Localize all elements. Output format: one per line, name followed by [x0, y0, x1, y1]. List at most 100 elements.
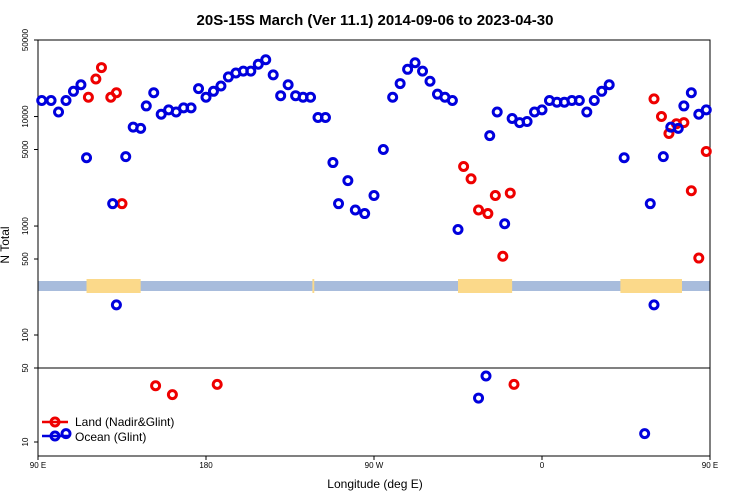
ocean-point	[148, 87, 160, 99]
ocean-point	[603, 79, 615, 91]
ocean-point	[110, 299, 122, 311]
y-tick-label: 100	[21, 328, 30, 342]
land-point	[648, 93, 660, 105]
land-point	[150, 380, 162, 392]
y-tick-label: 10000	[21, 105, 30, 128]
ocean-point	[155, 108, 167, 120]
ocean-point	[417, 65, 429, 77]
ocean-point	[67, 85, 79, 97]
ocean-point	[319, 111, 331, 123]
ocean-point	[267, 69, 279, 81]
ocean-point	[491, 106, 503, 118]
land-point	[211, 378, 223, 390]
ocean-point	[648, 299, 660, 311]
y-axis-label: N Total	[0, 226, 12, 263]
land-point	[482, 208, 494, 220]
ocean-point	[275, 90, 287, 102]
x-tick-label: 0	[540, 461, 545, 470]
ocean-point	[644, 198, 656, 210]
plot-frame	[37, 39, 711, 457]
ocean-point	[193, 83, 205, 95]
ocean-point	[394, 78, 406, 90]
ocean-band	[38, 281, 710, 291]
ocean-point	[639, 428, 651, 440]
land-band-segment	[620, 279, 682, 293]
ocean-point	[573, 95, 585, 107]
ocean-point	[402, 63, 414, 75]
ocean-point	[521, 116, 533, 128]
ocean-point	[473, 392, 485, 404]
ocean-point	[342, 175, 354, 187]
y-tick-label: 500	[21, 252, 30, 266]
ocean-point	[685, 87, 697, 99]
ocean-point	[657, 151, 669, 163]
x-tick-label: 180	[199, 461, 213, 470]
ocean-point	[36, 95, 48, 107]
land-point	[116, 198, 128, 210]
data-points	[36, 54, 712, 440]
ocean-point	[349, 204, 361, 216]
ocean-point	[588, 95, 600, 107]
ocean-point	[387, 91, 399, 103]
y-tick-label: 50000	[21, 28, 30, 51]
ocean-point	[207, 85, 219, 97]
land-point	[473, 204, 485, 216]
land-band-segment	[458, 279, 513, 293]
ocean-point	[377, 144, 389, 155]
land-band-segment	[86, 279, 141, 293]
ocean-point	[200, 91, 212, 103]
land-point	[166, 389, 178, 401]
ocean-point	[536, 104, 548, 116]
ocean-point	[480, 370, 492, 382]
land-point	[678, 117, 690, 129]
land-point	[693, 252, 705, 264]
legend-ocean-marker	[49, 430, 61, 442]
legend-land-marker	[49, 416, 61, 428]
ocean-point	[75, 79, 87, 91]
x-tick-label: 90 E	[30, 461, 46, 470]
land-point	[508, 378, 520, 390]
ocean-point	[693, 108, 705, 120]
ocean-point	[678, 100, 690, 112]
land-ocean-band	[38, 279, 710, 293]
ocean-point	[484, 130, 496, 142]
ocean-point	[596, 85, 608, 97]
ocean-point	[305, 91, 317, 103]
land-point	[458, 160, 470, 172]
x-tick-label: 90 E	[702, 461, 718, 470]
ocean-point	[45, 95, 57, 107]
land-point	[700, 145, 712, 157]
legend: Land (Nadir&Glint) Ocean (Glint)	[42, 415, 174, 444]
ocean-point	[60, 95, 72, 107]
y-tick-label: 10	[21, 437, 30, 446]
ocean-point	[446, 95, 458, 107]
ocean-point	[53, 106, 65, 118]
ocean-point	[333, 198, 345, 210]
y-tick-label: 5000	[21, 140, 30, 158]
legend-land-label: Land (Nadir&Glint)	[75, 415, 174, 429]
y-tick-label: 50	[21, 363, 30, 372]
land-band-segment	[312, 279, 315, 293]
ocean-point	[140, 100, 152, 112]
ocean-point	[672, 122, 684, 134]
x-tick-label: 90 W	[365, 461, 384, 470]
axis-ticks: 90 E 180 90 W 0 90 E 50000 10000 5000 1000 500 100…	[21, 28, 718, 470]
land-point	[685, 185, 697, 197]
ocean-point	[700, 104, 712, 116]
ocean-point	[245, 65, 257, 77]
chart-title: 20S-15S March (Ver 11.1) 2014-09-06 to 2…	[197, 12, 554, 29]
ocean-point	[260, 54, 272, 66]
ocean-point	[581, 106, 593, 118]
ocean-point	[81, 152, 93, 164]
ocean-point	[60, 428, 72, 440]
ocean-point	[215, 80, 227, 92]
land-point	[497, 250, 509, 262]
land-point	[655, 111, 667, 123]
land-point	[465, 173, 477, 185]
y-tick-label: 1000	[21, 217, 30, 235]
land-point	[95, 62, 107, 74]
ocean-point	[452, 223, 464, 235]
land-point	[489, 190, 501, 202]
ocean-point	[499, 218, 511, 230]
ocean-point	[409, 57, 421, 69]
